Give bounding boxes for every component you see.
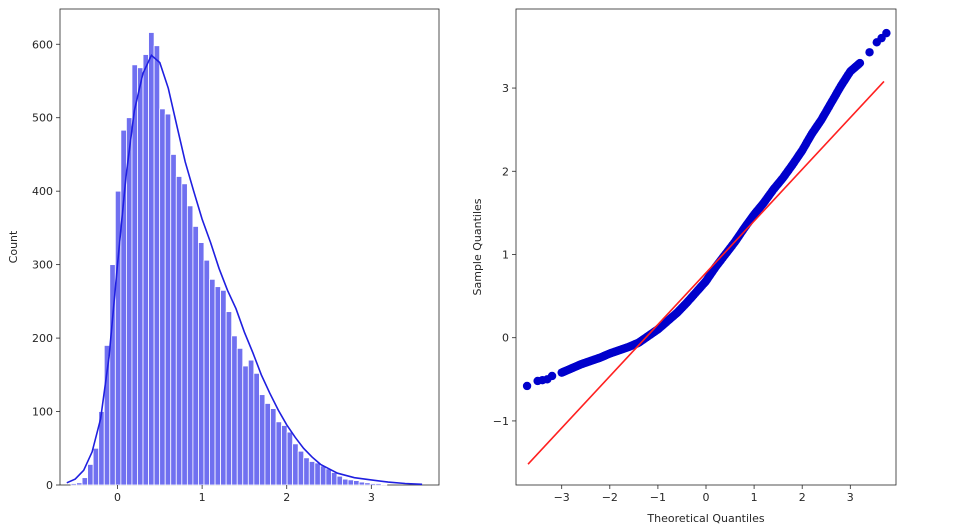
histogram-bar — [225, 311, 233, 486]
histogram-bar — [358, 481, 366, 486]
histogram-y-axis-label: Count — [7, 230, 20, 263]
x-tick-label: −2 — [602, 491, 618, 504]
histogram-bar — [286, 431, 294, 486]
qq-plot-area — [515, 8, 897, 486]
histogram-bar — [148, 32, 155, 486]
histogram-bar — [308, 461, 316, 486]
qq-points — [522, 28, 891, 391]
histogram-bar — [264, 403, 271, 486]
histogram-bar — [220, 289, 227, 486]
qq-point — [865, 48, 874, 57]
y-tick-label: 600 — [32, 38, 53, 51]
qq-y-axis-label: Sample Quantiles — [471, 198, 484, 295]
x-tick-label: −3 — [554, 491, 570, 504]
histogram-bar — [236, 347, 244, 486]
histogram-bar — [297, 450, 305, 486]
y-tick-label: −1 — [493, 415, 509, 428]
histogram-bar — [164, 113, 172, 486]
histogram-bar — [325, 468, 332, 486]
histogram-bar — [319, 465, 327, 486]
x-tick-label: 1 — [751, 491, 758, 504]
x-tick-label: 0 — [114, 491, 121, 504]
histogram-bar — [275, 421, 282, 486]
histogram-bar — [375, 483, 382, 486]
histogram-bar — [81, 477, 89, 486]
qq-reference-line — [527, 80, 885, 465]
histogram-bar — [170, 154, 177, 486]
histogram-bar — [336, 475, 343, 486]
histogram-bar — [175, 176, 183, 486]
histogram-bar — [353, 480, 360, 486]
histogram-bar — [92, 447, 100, 486]
histogram-bar — [364, 482, 371, 486]
x-tick-label: −1 — [650, 491, 666, 504]
histogram-bar — [198, 242, 205, 486]
y-tick-label: 2 — [502, 165, 509, 178]
histogram-bar — [331, 472, 338, 486]
histogram-x-ticks: 0 1 2 3 — [114, 485, 375, 504]
histogram-chart: 0 1 2 3 0 100 200 300 400 500 600 Count — [7, 8, 440, 504]
x-tick-label: 3 — [368, 491, 375, 504]
histogram-y-ticks: 0 100 200 300 400 500 600 — [32, 38, 60, 492]
histogram-bar — [181, 183, 188, 486]
qq-point — [882, 28, 891, 38]
qq-point — [522, 381, 532, 391]
histogram-bar — [192, 226, 199, 486]
histogram-bar — [303, 457, 310, 486]
qq-x-ticks: −3 −2 −1 0 1 2 3 — [554, 485, 854, 504]
histogram-bar — [242, 365, 249, 486]
x-tick-label: 2 — [283, 491, 290, 504]
histogram-bar — [76, 482, 83, 486]
x-tick-label: 1 — [199, 491, 206, 504]
y-tick-label: 3 — [502, 82, 509, 95]
y-tick-label: 400 — [32, 185, 53, 198]
histogram-bar — [380, 483, 388, 486]
histogram-bar — [70, 483, 77, 486]
histogram-bar — [281, 425, 288, 486]
histogram-bar — [347, 479, 354, 486]
histogram-bar — [369, 483, 377, 486]
histogram-bar — [159, 108, 166, 486]
histogram-bar — [142, 54, 149, 486]
histogram-bar — [314, 462, 321, 486]
qq-x-axis-label: Theoretical Quantiles — [646, 512, 764, 525]
qq-y-ticks: −1 0 1 2 3 — [493, 82, 516, 428]
histogram-bar — [186, 205, 194, 486]
histogram-bar — [258, 394, 266, 486]
histogram-bars — [70, 32, 388, 486]
histogram-bar — [231, 335, 238, 486]
histogram-bar — [270, 408, 277, 486]
histogram-bar — [214, 286, 222, 486]
histogram-bar — [137, 67, 144, 486]
y-tick-label: 0 — [502, 332, 509, 345]
histogram-bar — [87, 464, 94, 486]
histogram-bar — [292, 443, 299, 486]
histogram-bar — [253, 372, 260, 486]
y-tick-label: 0 — [46, 479, 53, 492]
histogram-bar — [247, 359, 255, 486]
qq-point — [547, 371, 557, 381]
histogram-bar — [153, 45, 161, 486]
kde-curve — [66, 53, 423, 486]
y-tick-label: 100 — [32, 406, 53, 419]
histogram-bar — [209, 278, 216, 486]
y-tick-label: 500 — [32, 112, 53, 125]
y-tick-label: 1 — [502, 248, 509, 261]
histogram-bar — [203, 259, 210, 486]
x-tick-label: 2 — [799, 491, 806, 504]
y-tick-label: 300 — [32, 259, 53, 272]
y-tick-label: 200 — [32, 332, 53, 345]
qq-point — [855, 58, 865, 68]
x-tick-label: 3 — [847, 491, 854, 504]
histogram-bar — [342, 478, 349, 486]
x-tick-label: 0 — [703, 491, 710, 504]
